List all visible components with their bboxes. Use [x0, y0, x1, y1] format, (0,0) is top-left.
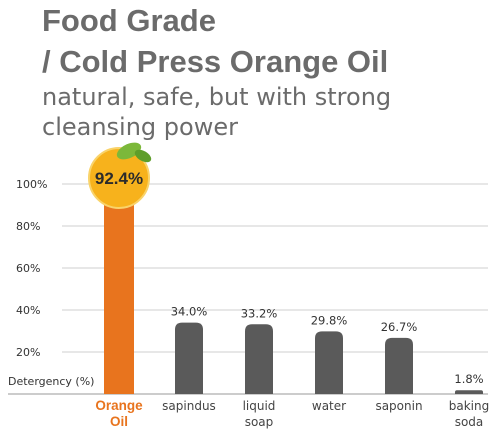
value-label: 26.7%: [381, 320, 418, 334]
y-tick-label: 20%: [16, 346, 40, 359]
x-tick-label: soap: [245, 415, 274, 429]
y-tick-label: 40%: [16, 304, 40, 317]
value-label: 34.0%: [171, 305, 208, 319]
x-tick-label: liquid: [243, 399, 276, 413]
leaf-icon: [134, 149, 152, 163]
bar: [245, 324, 273, 394]
y-tick-label: 80%: [16, 220, 40, 233]
title-line-2: / Cold Press Orange Oil: [42, 44, 389, 79]
value-label: 92.4%: [95, 169, 143, 188]
page-subtitle: natural, safe, but with strong cleansing…: [42, 82, 391, 142]
bar: [385, 337, 413, 394]
bar: [455, 390, 483, 394]
y-tick-label: 100%: [16, 178, 47, 191]
x-tick-label: saponin: [375, 399, 422, 413]
value-label: 1.8%: [454, 372, 483, 386]
bar: [104, 199, 134, 394]
subtitle-line-1: natural, safe, but with strong: [42, 83, 392, 111]
orange-badge: [89, 147, 149, 208]
title-line-1: Food Grade: [42, 3, 216, 38]
bar: [315, 331, 343, 394]
value-label: 33.2%: [241, 306, 278, 320]
x-tick-label: sapindus: [162, 399, 216, 413]
y-tick-label: 60%: [16, 262, 40, 275]
orange-badge-rim: [88, 146, 150, 209]
x-tick-label: water: [312, 399, 346, 413]
x-tick-label: soda: [455, 415, 484, 429]
bar: [175, 322, 203, 394]
x-tick-label: Oil: [110, 414, 128, 429]
page-title: Food Grade / Cold Press Orange Oil: [42, 0, 388, 82]
x-tick-label: baking: [449, 399, 489, 413]
y-axis-label: Detergency (%): [8, 375, 94, 388]
x-tick-label: Orange: [95, 398, 143, 413]
subtitle-line-2: cleansing power: [42, 113, 238, 141]
value-label: 29.8%: [311, 313, 348, 327]
leaf-icon: [116, 142, 142, 160]
